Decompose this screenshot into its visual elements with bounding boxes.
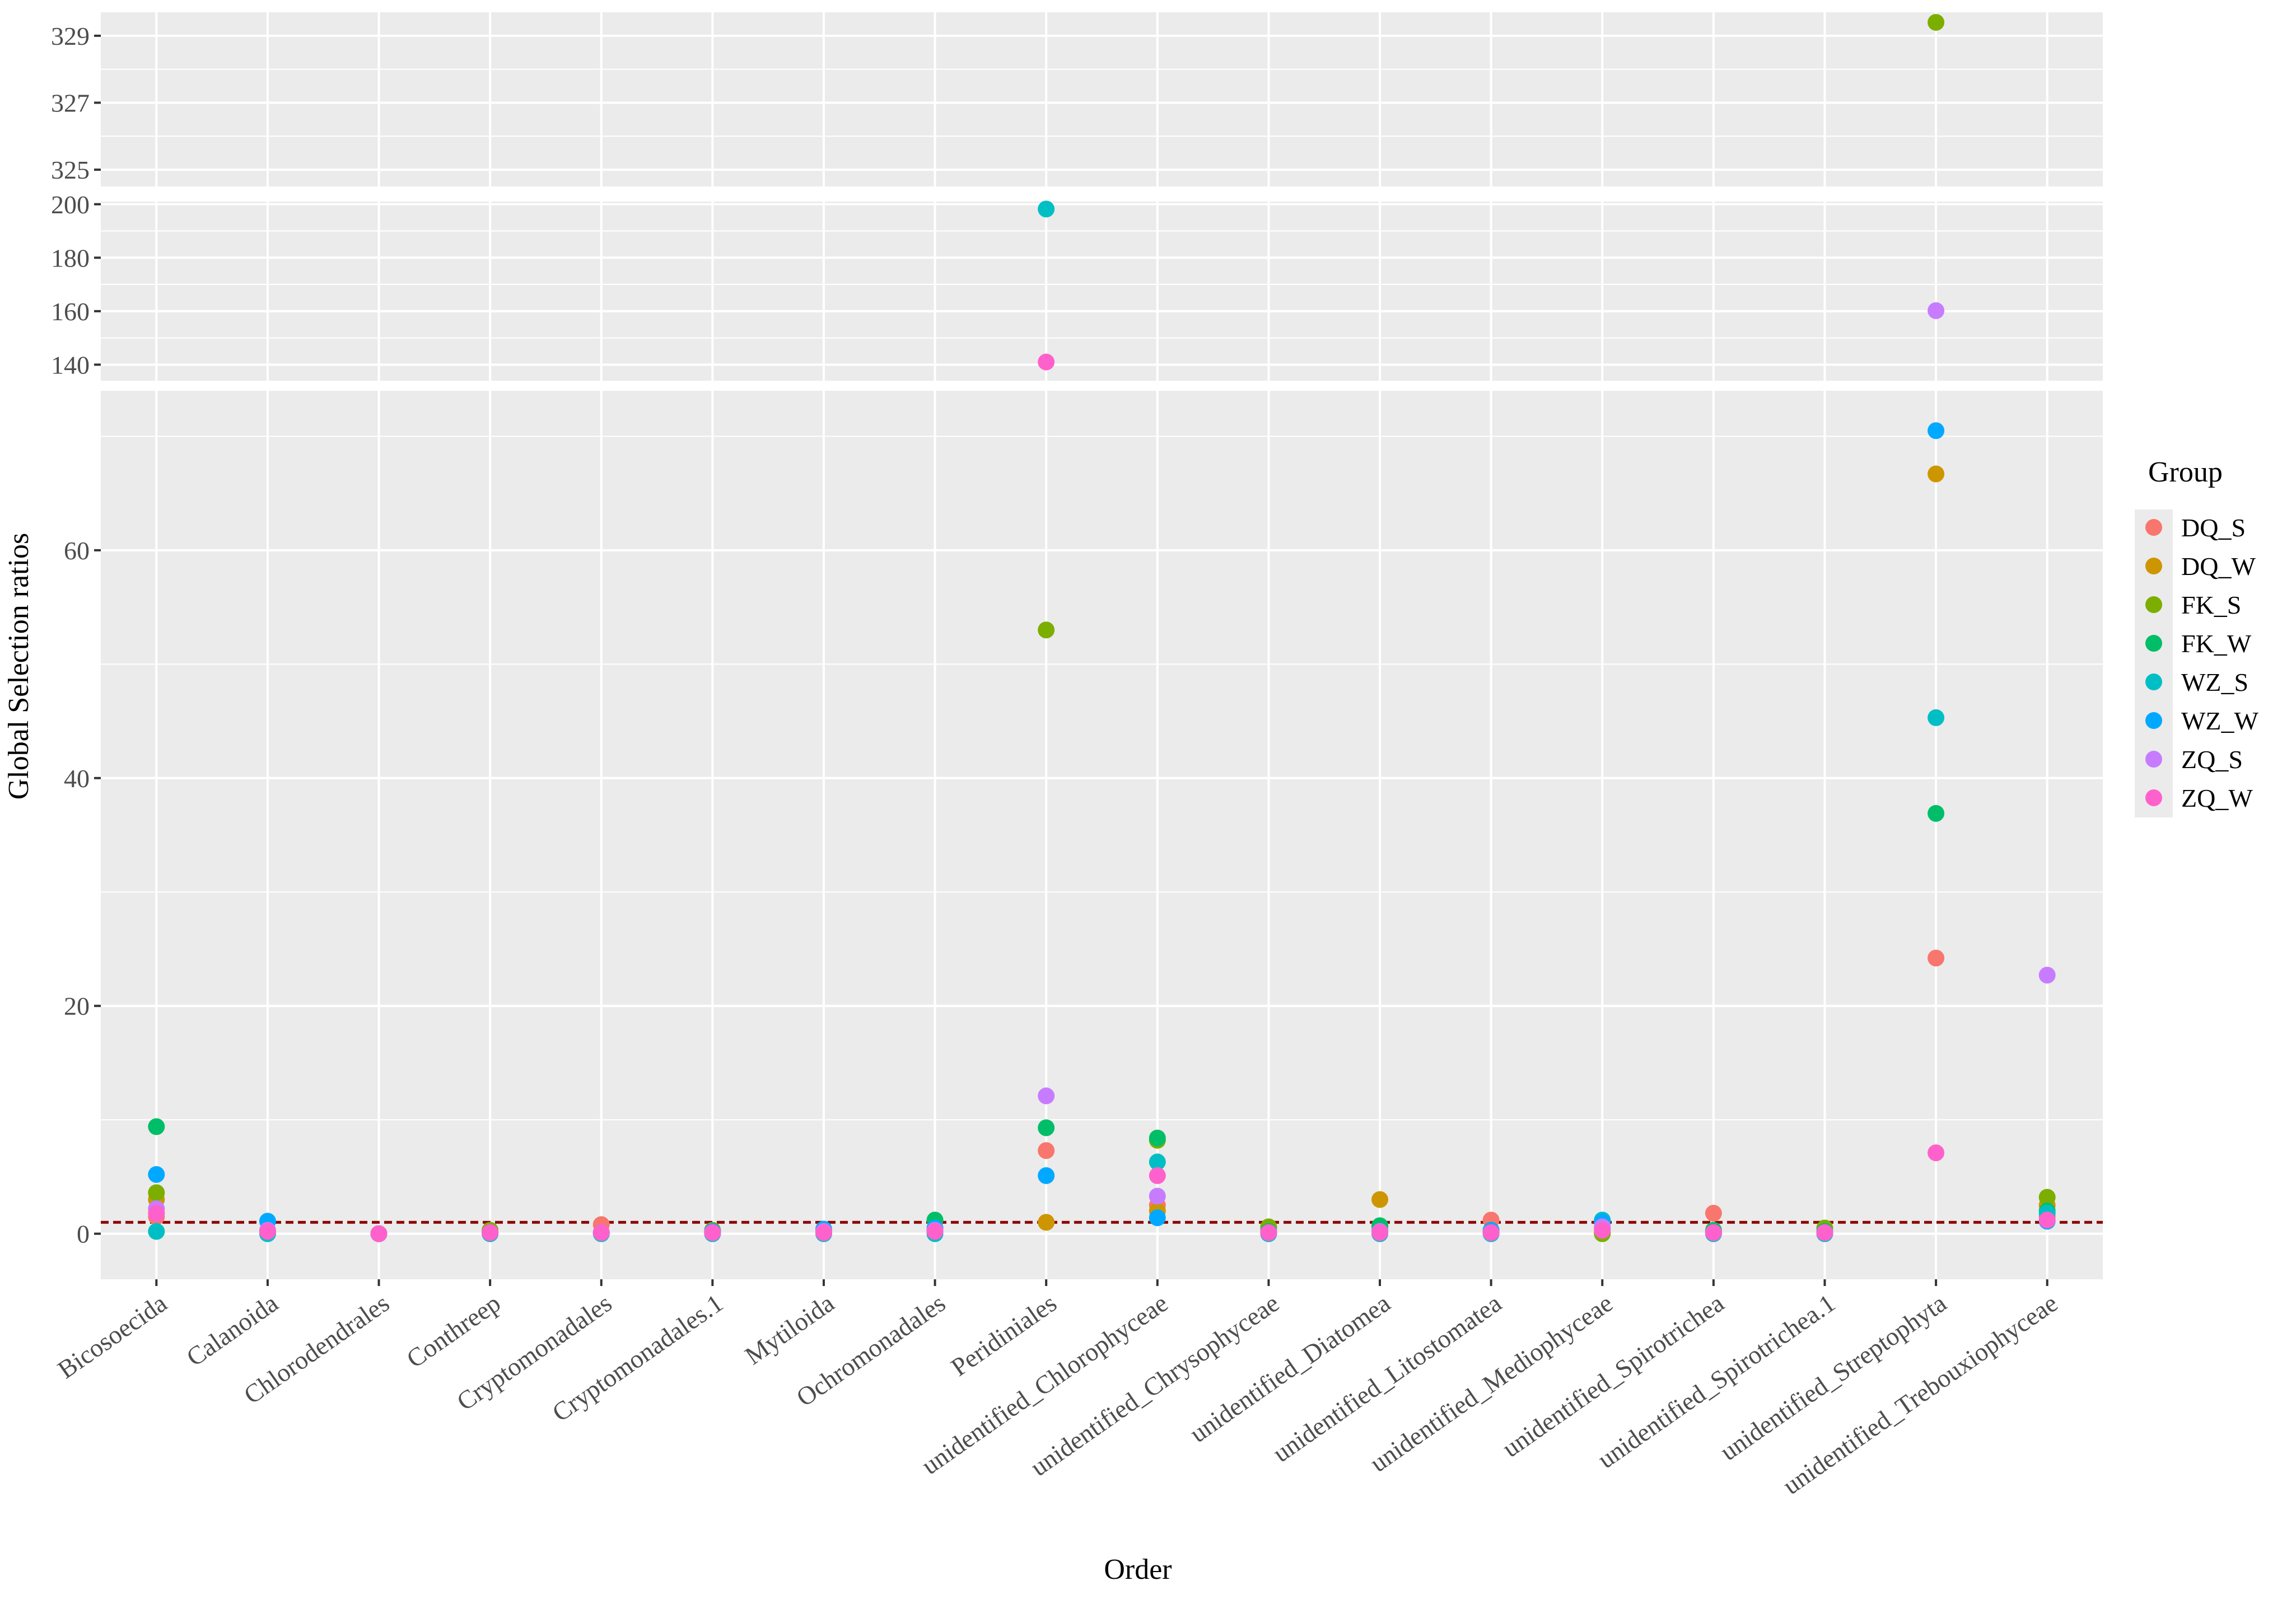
panel-top — [101, 12, 2103, 186]
data-point — [1038, 1087, 1055, 1105]
data-point — [592, 1224, 610, 1241]
data-point — [1928, 465, 1945, 483]
x-axis-title: Order — [1104, 1554, 1172, 1586]
legend-key — [2145, 519, 2162, 536]
data-point — [148, 1223, 165, 1240]
data-point — [1149, 1209, 1166, 1227]
data-point — [1928, 805, 1945, 822]
x-tick-label: unidentified_Diatomea — [1184, 1288, 1396, 1448]
panel-middle — [101, 202, 2103, 381]
data-point — [1928, 709, 1945, 726]
y-tick-label: 0 — [77, 1220, 90, 1248]
data-point — [1705, 1224, 1722, 1241]
legend-key — [2145, 674, 2162, 690]
legend-key — [2145, 558, 2162, 574]
data-point — [482, 1224, 499, 1241]
legend-label: WZ_S — [2181, 668, 2248, 696]
data-points — [148, 13, 2056, 1242]
data-point — [1705, 1204, 1722, 1222]
y-tick-label: 160 — [51, 297, 90, 326]
legend-label: FK_W — [2181, 629, 2252, 658]
data-point — [1371, 1224, 1389, 1241]
legend-title: Group — [2148, 456, 2223, 488]
y-tick-label: 327 — [51, 88, 90, 117]
data-point — [2038, 966, 2056, 984]
legend-label: FK_S — [2181, 591, 2241, 619]
data-point — [2038, 1189, 2056, 1206]
data-point — [815, 1224, 832, 1241]
x-tick-label: Mytiloida — [740, 1288, 839, 1370]
y-tick-label: 200 — [51, 190, 90, 219]
x-tick-label: Calanoida — [181, 1288, 283, 1372]
y-tick-label: 40 — [64, 764, 90, 793]
data-point — [1038, 1167, 1055, 1184]
legend: Group DQ_S DQ_W FK_S FK_W WZ_S WZ_W ZQ_S ZQ_W — [2135, 456, 2259, 817]
data-point — [148, 1166, 165, 1183]
data-point — [1928, 13, 1945, 31]
legend-label: WZ_W — [2181, 707, 2259, 735]
y-tick-label: 180 — [51, 244, 90, 272]
data-point — [1038, 200, 1055, 218]
legend-label: ZQ_W — [2181, 784, 2253, 812]
data-point — [259, 1223, 276, 1240]
data-point — [1816, 1224, 1833, 1241]
data-point — [1149, 1129, 1166, 1147]
legend-key — [2145, 635, 2162, 652]
data-point — [148, 1204, 165, 1222]
plot-panels — [101, 12, 2103, 1279]
panel-bottom — [101, 391, 2103, 1279]
data-point — [1928, 950, 1945, 967]
legend-label: ZQ_S — [2181, 745, 2243, 774]
data-point — [926, 1223, 944, 1240]
data-point — [1928, 302, 1945, 319]
legend-label: DQ_S — [2181, 513, 2246, 542]
data-point — [1482, 1224, 1500, 1241]
legend-key — [2145, 712, 2162, 729]
legend-key — [2145, 789, 2162, 806]
data-point — [1149, 1167, 1166, 1184]
panel-background — [101, 12, 2103, 186]
data-point — [1038, 1119, 1055, 1137]
data-point — [1928, 1144, 1945, 1162]
data-point — [1594, 1222, 1611, 1239]
data-point — [1038, 353, 1055, 371]
y-axis-title: Global Selection ratios — [3, 533, 35, 800]
data-point — [1371, 1191, 1389, 1208]
legend-label: DQ_W — [2181, 552, 2256, 581]
data-point — [1038, 1214, 1055, 1231]
y-tick-label: 140 — [51, 350, 90, 379]
y-tick-label: 329 — [51, 22, 90, 50]
data-point — [1038, 621, 1055, 639]
legend-key — [2145, 751, 2162, 768]
panel-background — [101, 202, 2103, 381]
y-tick-label: 60 — [64, 536, 90, 565]
data-point — [370, 1225, 388, 1242]
y-tick-label: 20 — [64, 992, 90, 1021]
data-point — [1260, 1224, 1277, 1241]
y-tick-label: 325 — [51, 156, 90, 184]
data-point — [1928, 422, 1945, 439]
data-point — [2038, 1212, 2056, 1229]
data-point — [1149, 1153, 1166, 1171]
y-tick-labels: 325 327 329 140 160 180 200 0 20 40 60 — [51, 22, 101, 1248]
x-tick-label: Conthreep — [402, 1288, 506, 1373]
data-point — [1149, 1187, 1166, 1205]
legend-key-background — [2135, 509, 2173, 817]
data-point — [704, 1224, 721, 1241]
data-point — [148, 1184, 165, 1201]
data-point — [148, 1118, 165, 1135]
series-ZQ_W — [148, 353, 2056, 1242]
legend-key — [2145, 596, 2162, 613]
x-tick-label: Bicosoecida — [53, 1288, 172, 1384]
data-point — [1038, 1142, 1055, 1159]
panel-background — [101, 391, 2103, 1279]
